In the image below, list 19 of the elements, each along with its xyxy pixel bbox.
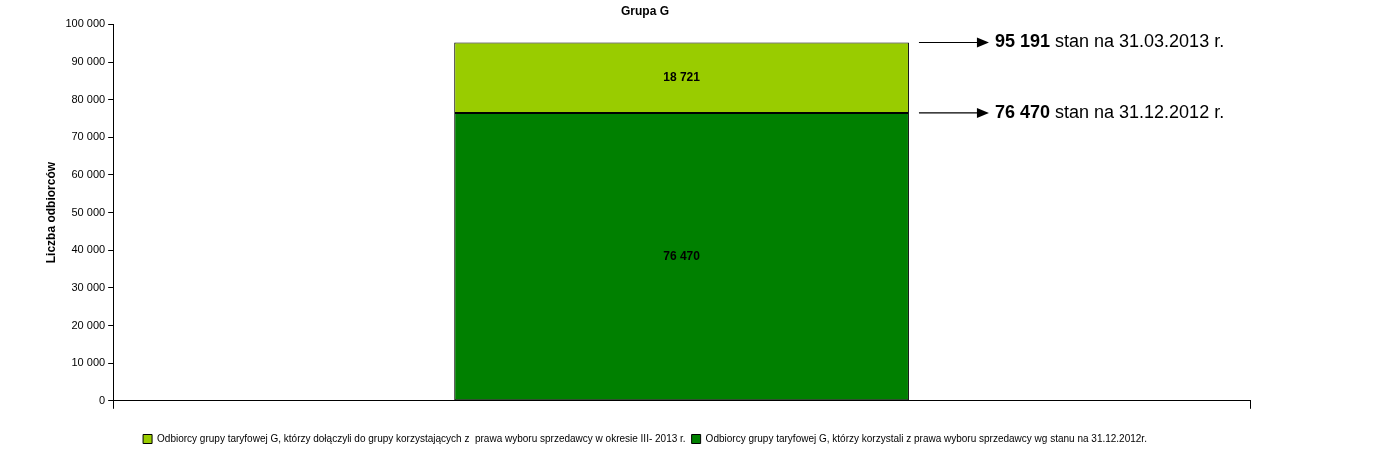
annotation: 95 191 stan na 31.03.2013 r. bbox=[994, 31, 1225, 52]
legend-label: Odbiorcy grupy taryfowej G, którzy dołączyli do grupy korzystających z prawa wyboru sprzedawcy w okresie III- 2013 r. bbox=[157, 432, 686, 444]
y-tick-label: 50 000 bbox=[71, 205, 106, 218]
y-tick-label: 90 000 bbox=[71, 55, 106, 68]
chart-title: Grupa G bbox=[620, 3, 670, 18]
y-tick-label: 100 000 bbox=[65, 17, 106, 30]
y-axis-title: Liczba odbiorców bbox=[43, 161, 58, 264]
legend-label: Odbiorcy grupy taryfowej G, którzy korzystali z prawa wyboru sprzedawcy wg stanu na 31.12.2012r. bbox=[705, 432, 1147, 444]
data-label: 18 721 bbox=[663, 70, 701, 85]
y-tick-label: 70 000 bbox=[71, 130, 106, 143]
y-tick-label: 60 000 bbox=[71, 167, 106, 180]
y-tick-label: 0 bbox=[99, 393, 106, 406]
y-tick-label: 80 000 bbox=[71, 92, 106, 105]
y-tick-label: 20 000 bbox=[71, 318, 106, 331]
y-tick-label: 30 000 bbox=[71, 280, 106, 293]
y-tick-label: 10 000 bbox=[71, 356, 106, 369]
annotation: 76 470 stan na 31.12.2012 r. bbox=[994, 101, 1225, 122]
y-tick-label: 40 000 bbox=[71, 243, 106, 256]
data-label: 76 470 bbox=[663, 248, 701, 263]
